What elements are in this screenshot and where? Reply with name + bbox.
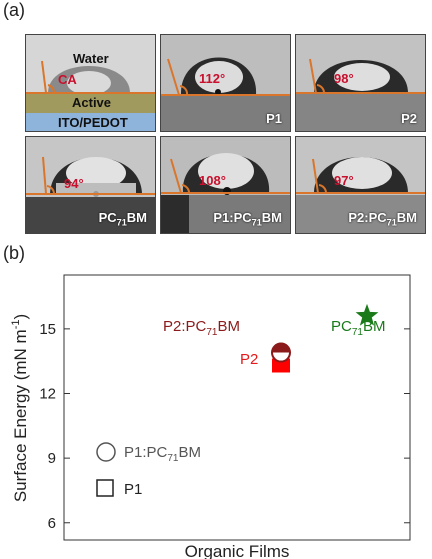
film-label-p1: P1: [266, 111, 282, 126]
droplet-photo-p2: [296, 35, 425, 131]
tile-p1: 112° P1: [160, 34, 291, 132]
ca-label: CA: [58, 72, 77, 87]
droplet-photo-p1: [161, 35, 290, 131]
film-label-p2: P2: [401, 111, 417, 126]
panel-a-label: (a): [3, 0, 25, 20]
tile-pcbm: 94° PC71BM: [25, 136, 156, 234]
angle-label-pcbm: 94°: [64, 176, 84, 191]
x-axis-label: Organic Films: [185, 542, 290, 559]
legend-label-p1: P1: [124, 481, 142, 498]
droplet-photo-pcbm: [26, 137, 155, 233]
y-axis-label: Surface Energy (mN m-1): [10, 314, 30, 502]
tile-p2: 98° P2: [295, 34, 426, 132]
data-marks: [271, 303, 379, 373]
series-label-pcbm: PC71BM: [331, 318, 385, 338]
film-label-p2-pcbm: P2:PC71BM: [348, 210, 417, 228]
point-p2-pcbm: [272, 343, 290, 353]
angle-label-p2: 98°: [334, 71, 354, 86]
substrate-label: ITO/PEDOT: [58, 115, 128, 130]
schematic-drawing: [26, 35, 155, 131]
droplet-photo-p1-pcbm: [161, 137, 290, 233]
legend-label-p1-pcbm: P1:PC71BM: [124, 444, 201, 464]
legend: P1:PC71BM P1: [96, 442, 201, 498]
y-tick-label: 15: [39, 321, 56, 338]
point-p2: [272, 358, 290, 373]
y-axis-ticks: 6 9 12 15: [39, 321, 410, 532]
series-label-p2-pcbm: P2:PC71BM: [163, 318, 240, 338]
tile-p2-pcbm: 97° P2:PC71BM: [295, 136, 426, 234]
y-tick-label: 12: [39, 385, 56, 402]
schematic-tile: Water CA Active ITO/PEDOT: [25, 34, 156, 132]
series-label-p2: P2: [240, 351, 258, 368]
film-label-pcbm: PC71BM: [98, 210, 147, 228]
angle-label-p1: 112°: [199, 71, 226, 86]
legend-square-marker: [96, 479, 114, 497]
y-tick-label: 6: [48, 515, 56, 532]
y-tick-label: 9: [48, 450, 56, 467]
droplet-photo-p2-pcbm: [296, 137, 425, 233]
film-label-p1-pcbm: P1:PC71BM: [213, 210, 282, 228]
angle-label-p1-pcbm: 108°: [199, 173, 226, 188]
point-pcbm: [355, 303, 379, 326]
tile-p1-pcbm: 108° P1:PC71BM: [160, 136, 291, 234]
active-label: Active: [72, 95, 112, 110]
plot-frame: [63, 274, 411, 541]
legend-circle-marker: [96, 442, 116, 462]
angle-label-p2-pcbm: 97°: [334, 173, 354, 188]
water-label: Water: [73, 51, 109, 66]
panel-b-label: (b): [3, 243, 25, 263]
surface-energy-chart: 6 9 12 15 Surface Energy (mN m-1) Organic F…: [10, 274, 411, 559]
